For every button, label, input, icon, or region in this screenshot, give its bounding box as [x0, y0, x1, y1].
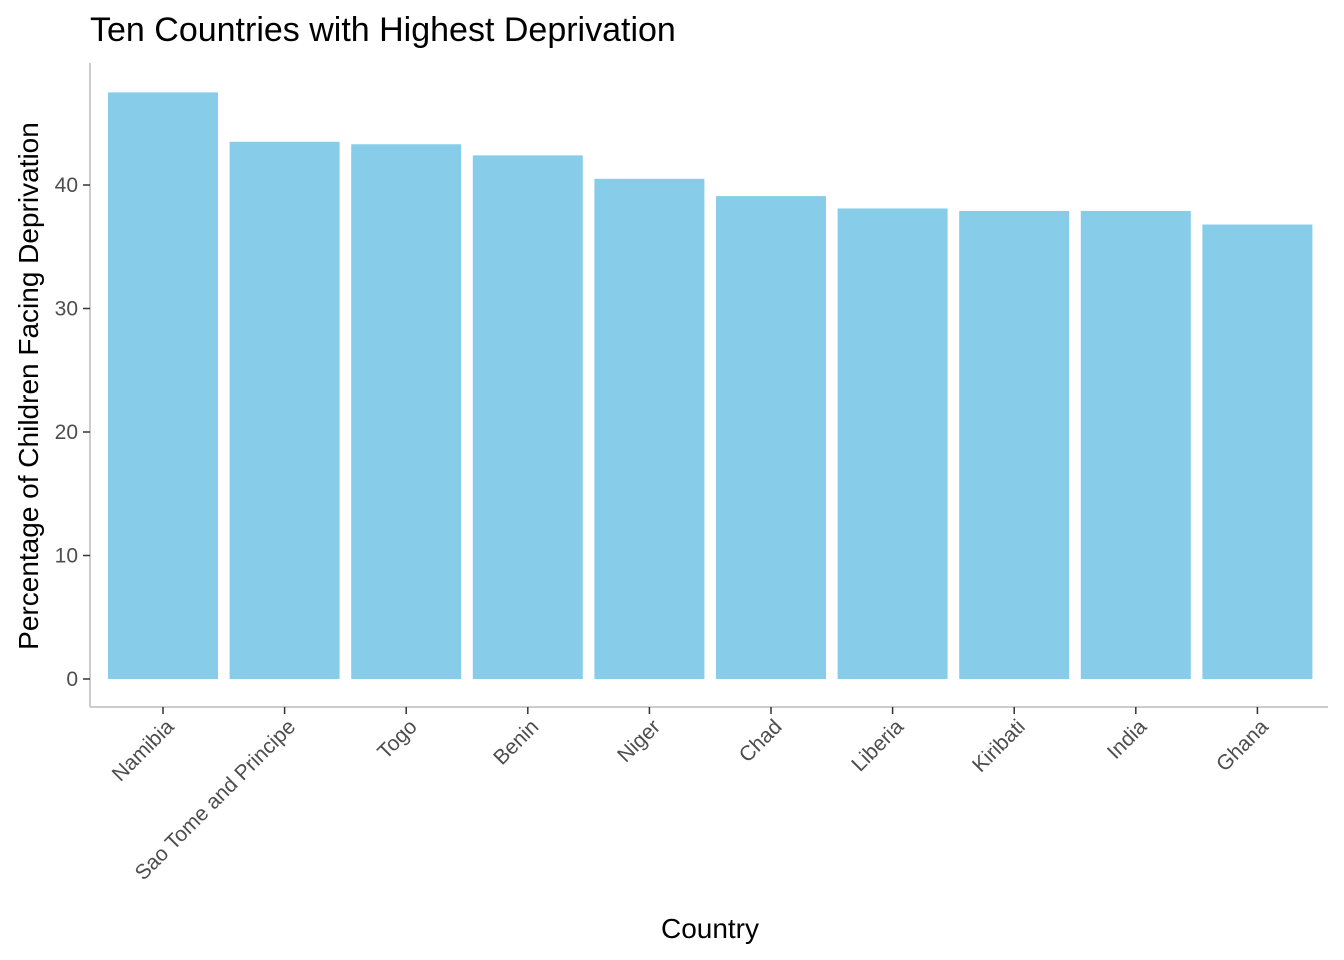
x-tick-label: Chad — [735, 715, 787, 767]
y-tick-label: 10 — [55, 545, 78, 568]
bars-group — [108, 92, 1313, 680]
x-tick-label: Namibia — [108, 715, 179, 786]
bar-benin — [472, 155, 583, 680]
bar-sao-tome-and-principe — [229, 141, 340, 679]
y-tick-label: 0 — [66, 668, 78, 691]
y-tick-label: 20 — [55, 421, 78, 444]
x-tick-label: Niger — [613, 715, 665, 767]
x-tick-label: Kiribati — [968, 715, 1030, 777]
x-tick-label: Togo — [373, 715, 421, 763]
bar-india — [1080, 210, 1191, 679]
bar-togo — [351, 144, 462, 679]
x-tick-label: Liberia — [847, 715, 908, 776]
x-tick-label: Ghana — [1212, 715, 1273, 776]
bar-liberia — [837, 208, 948, 679]
y-tick-label: 40 — [55, 174, 78, 197]
y-tick-label: 30 — [55, 298, 78, 321]
bar-kiribati — [959, 210, 1070, 679]
y-axis-title: Percentage of Children Facing Deprivatio… — [13, 122, 44, 650]
x-tick-label: Benin — [489, 715, 543, 769]
bar-namibia — [108, 92, 218, 679]
y-axis-ticks: 0 10 20 30 40 — [55, 174, 90, 691]
bar-ghana — [1202, 224, 1313, 679]
bar-chad — [716, 196, 826, 680]
chart-title: Ten Countries with Highest Deprivation — [90, 11, 676, 49]
x-tick-label: India — [1103, 715, 1152, 764]
x-axis-title: Country — [661, 913, 759, 944]
bar-niger — [594, 178, 705, 679]
